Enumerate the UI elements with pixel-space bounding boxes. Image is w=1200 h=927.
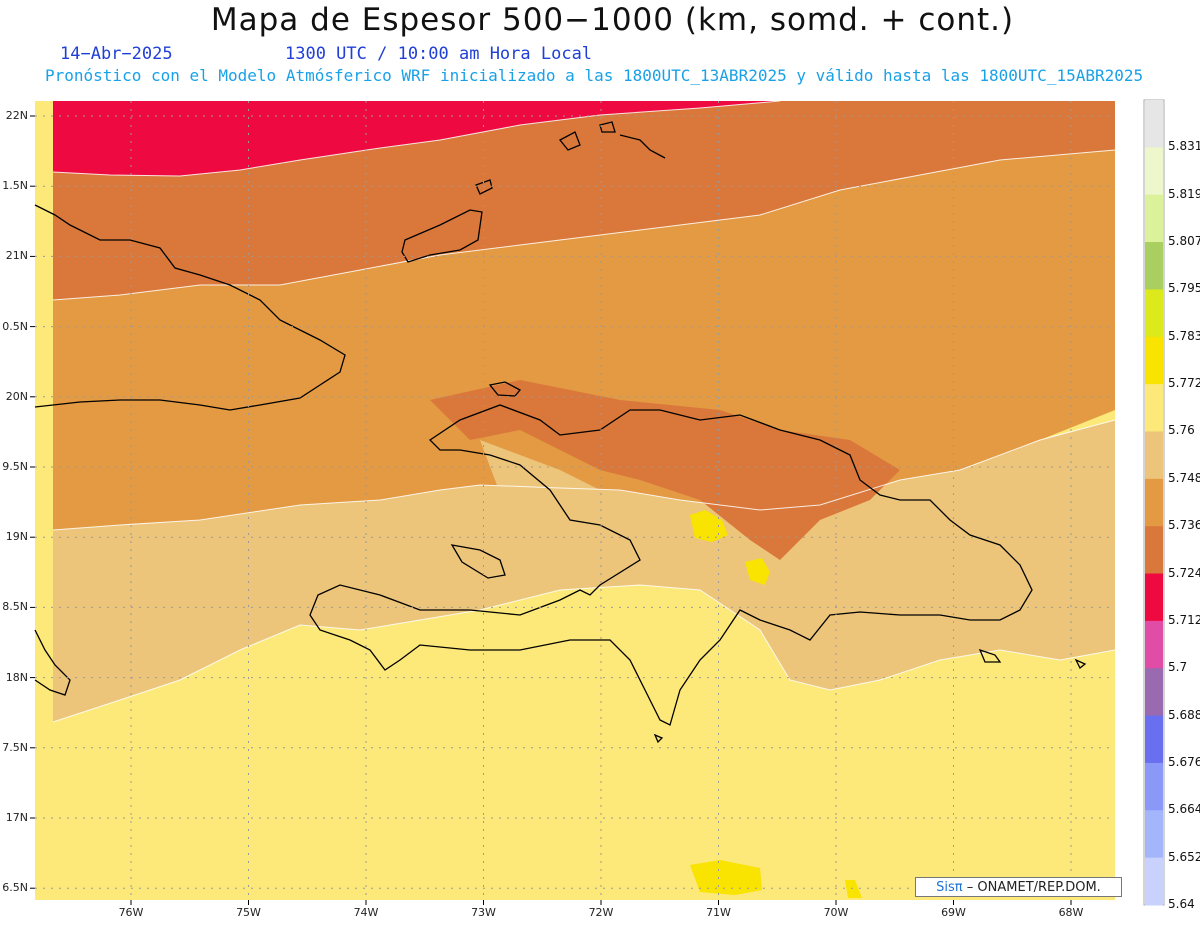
axis-ticks [30, 115, 1072, 905]
colorbar-swatch [1145, 100, 1163, 148]
colorbar-level-label: 5.7 [1168, 660, 1188, 675]
field-5748-interior [480, 440, 660, 580]
lon-label: 74W [353, 906, 379, 919]
map-title: Mapa de Espesor 500−1000 (km, somd. + co… [210, 2, 1015, 38]
forecast-time: 1300 UTC / 10:00 am Hora Local [285, 44, 593, 64]
forecast-date: 14−Abr−2025 [60, 44, 173, 64]
lat-label: 17N [5, 811, 28, 824]
colorbar-swatch [1145, 242, 1163, 290]
coastline-saona [978, 648, 1002, 663]
lon-label: 68W [1058, 906, 1084, 919]
coastline-bahamas-3 [559, 131, 581, 151]
coastline-cuba [34, 204, 346, 411]
colorbar-swatch [1145, 289, 1163, 338]
lat-label: 7.5N [2, 740, 28, 754]
coastline-bahamas-1 [401, 209, 483, 263]
colorbar-swatch [1145, 147, 1163, 196]
colorbar-level-label: 5.652 [1168, 849, 1200, 864]
colorbar-swatch [1145, 620, 1163, 669]
coastline-bahamas-2 [475, 179, 493, 195]
lat-label: 8.5N [2, 600, 28, 614]
field-5760-pocket-2 [745, 558, 770, 585]
colorbar-level-label: 5.807 [1168, 234, 1200, 249]
colorbar-swatch [1145, 384, 1163, 432]
field-5760-pocket-4 [845, 880, 862, 898]
colorbar-level-label: 5.64 [1168, 897, 1195, 911]
colorbar-swatch [1145, 431, 1163, 480]
colorbar-level-label: 5.76 [1168, 423, 1195, 438]
coastline-mona [1074, 658, 1087, 670]
colorbar-level-label: 5.819 [1168, 186, 1200, 201]
field-5760-pocket-3 [690, 860, 762, 895]
lon-label: 76W [118, 906, 144, 919]
colorbar-level-label: 5.783 [1168, 328, 1200, 343]
lon-label: 69W [941, 906, 966, 919]
credit-box: Sisπ – ONAMET/REP.DOM. [915, 877, 1122, 897]
colorbar-swatch [1145, 810, 1163, 859]
lat-label: 22N [5, 109, 28, 122]
lat-label: 19N [5, 530, 28, 544]
lon-label: 75W [236, 906, 261, 919]
colorbar-level-label: 5.712 [1168, 612, 1200, 627]
colorbar-level-label: 5.724 [1168, 565, 1200, 580]
lat-label: 1.5N [2, 179, 28, 193]
colorbar-level-label: 5.772 [1168, 376, 1200, 391]
colorbar-level-label: 5.688 [1168, 707, 1200, 722]
colorbar-swatch [1145, 762, 1163, 811]
colorbar-swatch [1145, 478, 1163, 527]
contour-line [52, 149, 1116, 301]
lon-label: 73W [471, 906, 496, 919]
sispi-logo: Sisπ [936, 880, 963, 895]
coastline-bahamas-4 [599, 121, 616, 133]
colorbar-level-label: 5.831 [1168, 139, 1200, 154]
credit-text: – ONAMET/REP.DOM. [966, 880, 1101, 895]
contour-line [52, 100, 781, 177]
colorbar-swatch [1145, 194, 1163, 243]
colorbar-swatch [1145, 573, 1163, 622]
lon-label: 70W [823, 906, 849, 919]
lat-lon-grid [35, 101, 1115, 900]
colorbar-level-label: 5.748 [1168, 470, 1200, 485]
colorbar-level-label: 5.736 [1168, 518, 1200, 533]
colorbar-swatch [1145, 336, 1163, 385]
coastline-jamaica [34, 629, 71, 696]
lon-label: 72W [588, 906, 614, 919]
coastline-turks [619, 134, 666, 159]
colorbar-swatch [1145, 668, 1163, 717]
colorbar-swatch [1145, 857, 1163, 906]
colorbar-swatch [1145, 715, 1163, 764]
lat-label: 6.5N [2, 881, 28, 895]
field-5700-band [53, 101, 780, 176]
coastline-gonave [450, 544, 506, 579]
coastlines [34, 121, 1087, 744]
coastline-beata [653, 733, 664, 744]
forecast-validity: Pronóstico con el Modelo Atmósferico WRF… [45, 66, 1144, 85]
colorbar-level-label: 5.664 [1168, 802, 1200, 817]
contour-line [52, 584, 1116, 723]
colorbar [1145, 100, 1163, 906]
lat-label: 0.5N [2, 319, 28, 333]
colorbar-level-label: 5.795 [1168, 281, 1200, 296]
lat-label: 18N [5, 670, 28, 684]
contour-line [52, 419, 1116, 531]
lat-label: 20N [5, 389, 28, 403]
coastline-hispaniola [309, 404, 1033, 726]
lon-label: 71W [706, 906, 731, 919]
colorbar-level-label: 5.676 [1168, 754, 1200, 769]
colorbar-swatch [1145, 526, 1163, 575]
field-5724-band [53, 150, 1115, 530]
lat-label: 9.5N [2, 460, 28, 473]
lat-label: 21N [5, 249, 28, 263]
coastline-inagua [488, 381, 522, 397]
